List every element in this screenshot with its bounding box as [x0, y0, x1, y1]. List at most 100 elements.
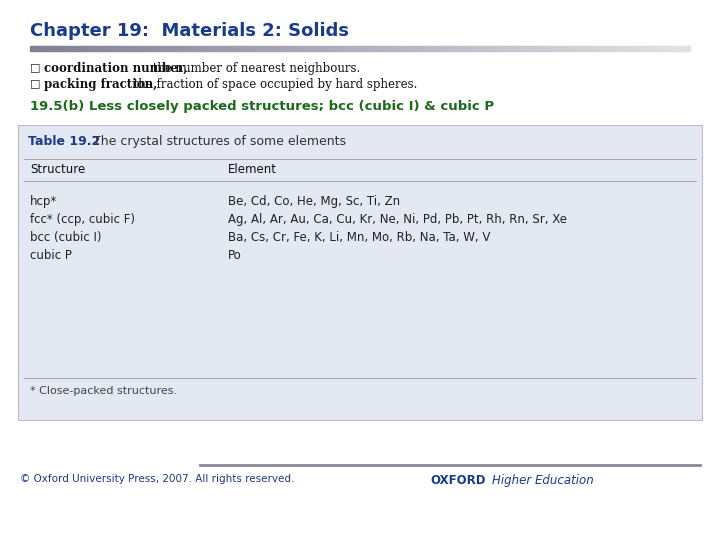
- Bar: [99, 46, 100, 51]
- Bar: [514, 46, 515, 51]
- Bar: [511, 46, 512, 51]
- Bar: [162, 46, 163, 51]
- Bar: [191, 46, 192, 51]
- Bar: [227, 46, 228, 51]
- Bar: [381, 46, 382, 51]
- Bar: [272, 46, 273, 51]
- Bar: [546, 46, 547, 51]
- Bar: [73, 46, 74, 51]
- Bar: [675, 46, 676, 51]
- Bar: [339, 46, 340, 51]
- Bar: [613, 46, 614, 51]
- Text: Chapter 19:  Materials 2: Solids: Chapter 19: Materials 2: Solids: [30, 22, 349, 40]
- Bar: [647, 46, 648, 51]
- Bar: [260, 46, 261, 51]
- Bar: [654, 46, 655, 51]
- Bar: [90, 46, 91, 51]
- Bar: [203, 46, 204, 51]
- Bar: [209, 46, 210, 51]
- Bar: [246, 46, 247, 51]
- Bar: [284, 46, 285, 51]
- Bar: [683, 46, 684, 51]
- Bar: [384, 46, 385, 51]
- Bar: [105, 46, 106, 51]
- Bar: [388, 46, 389, 51]
- Bar: [106, 46, 107, 51]
- Bar: [438, 46, 439, 51]
- Bar: [540, 46, 541, 51]
- Bar: [202, 46, 203, 51]
- Bar: [549, 46, 550, 51]
- Bar: [95, 46, 96, 51]
- Bar: [467, 46, 468, 51]
- Bar: [412, 46, 413, 51]
- Bar: [489, 46, 490, 51]
- Bar: [306, 46, 307, 51]
- Bar: [318, 46, 319, 51]
- Bar: [629, 46, 630, 51]
- Bar: [640, 46, 641, 51]
- Bar: [580, 46, 581, 51]
- Bar: [685, 46, 686, 51]
- Bar: [367, 46, 368, 51]
- Bar: [356, 46, 357, 51]
- Bar: [409, 46, 410, 51]
- Bar: [608, 46, 609, 51]
- Bar: [153, 46, 154, 51]
- Bar: [565, 46, 566, 51]
- Bar: [198, 46, 199, 51]
- Bar: [245, 46, 246, 51]
- Bar: [456, 46, 457, 51]
- Bar: [167, 46, 168, 51]
- Bar: [357, 46, 358, 51]
- Bar: [96, 46, 97, 51]
- Bar: [128, 46, 129, 51]
- Bar: [634, 46, 635, 51]
- Bar: [75, 46, 76, 51]
- Bar: [562, 46, 563, 51]
- Bar: [206, 46, 207, 51]
- Bar: [335, 46, 336, 51]
- Bar: [404, 46, 405, 51]
- Text: hcp*: hcp*: [30, 195, 58, 208]
- Bar: [530, 46, 531, 51]
- Bar: [71, 46, 72, 51]
- Bar: [160, 46, 161, 51]
- Bar: [585, 46, 586, 51]
- Bar: [259, 46, 260, 51]
- Bar: [278, 46, 279, 51]
- Bar: [436, 46, 437, 51]
- Bar: [670, 46, 671, 51]
- Text: Ba, Cs, Cr, Fe, K, Li, Mn, Mo, Rb, Na, Ta, W, V: Ba, Cs, Cr, Fe, K, Li, Mn, Mo, Rb, Na, T…: [228, 231, 490, 244]
- Bar: [149, 46, 150, 51]
- Bar: [211, 46, 212, 51]
- Bar: [595, 46, 596, 51]
- Bar: [41, 46, 42, 51]
- Bar: [279, 46, 280, 51]
- Bar: [45, 46, 46, 51]
- Bar: [346, 46, 347, 51]
- Bar: [604, 46, 605, 51]
- Bar: [650, 46, 651, 51]
- Bar: [135, 46, 136, 51]
- Bar: [407, 46, 408, 51]
- Bar: [199, 46, 200, 51]
- Bar: [104, 46, 105, 51]
- Bar: [158, 46, 159, 51]
- Bar: [252, 46, 253, 51]
- Bar: [134, 46, 135, 51]
- Bar: [168, 46, 169, 51]
- Bar: [377, 46, 378, 51]
- Text: Table 19.2: Table 19.2: [28, 135, 100, 148]
- Bar: [186, 46, 187, 51]
- Bar: [371, 46, 372, 51]
- Bar: [523, 46, 524, 51]
- Bar: [550, 46, 551, 51]
- Bar: [482, 46, 483, 51]
- Bar: [123, 46, 124, 51]
- Bar: [30, 46, 31, 51]
- Bar: [596, 46, 597, 51]
- Bar: [664, 46, 665, 51]
- Bar: [358, 46, 359, 51]
- Bar: [684, 46, 685, 51]
